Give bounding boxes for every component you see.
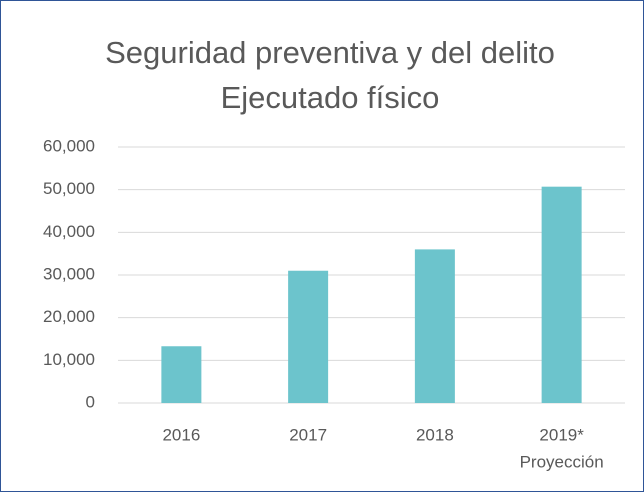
x-tick-label: 2019* bbox=[539, 425, 584, 444]
y-tick-label: 0 bbox=[86, 392, 95, 411]
y-tick-label: 60,000 bbox=[43, 136, 95, 155]
bar bbox=[288, 270, 329, 403]
x-tick-label: 2017 bbox=[289, 425, 327, 444]
x-tick-label: 2018 bbox=[416, 425, 454, 444]
y-tick-label: 10,000 bbox=[43, 350, 95, 369]
y-tick-label: 30,000 bbox=[43, 264, 95, 283]
chart-subtitle: Ejecutado físico bbox=[221, 80, 440, 115]
chart-title: Seguridad preventiva y del delito bbox=[105, 35, 555, 70]
bar bbox=[161, 346, 202, 403]
annotation: Proyección bbox=[520, 452, 604, 471]
y-tick-label: 50,000 bbox=[43, 179, 95, 198]
y-tick-label: 20,000 bbox=[43, 307, 95, 326]
x-tick-label: 2016 bbox=[162, 425, 200, 444]
bar bbox=[414, 249, 455, 403]
bar bbox=[541, 186, 582, 403]
y-tick-label: 40,000 bbox=[43, 222, 95, 241]
